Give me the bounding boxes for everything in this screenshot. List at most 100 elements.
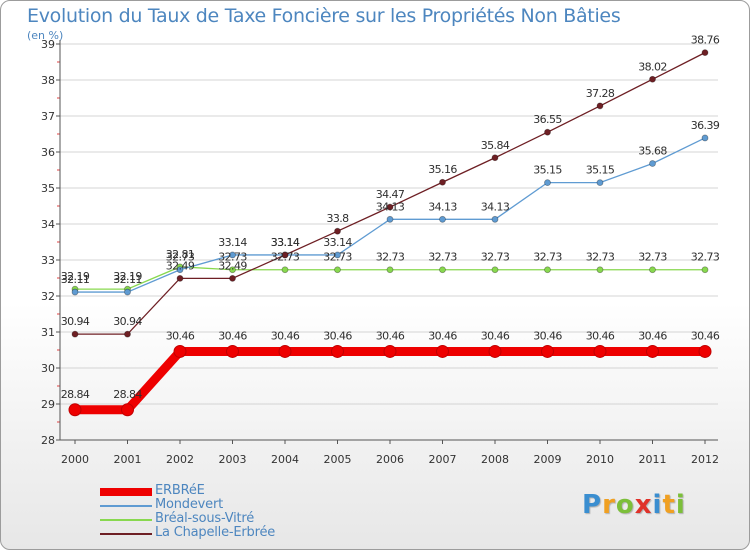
legend-label: La Chapelle-Erbrée — [155, 525, 276, 540]
y-tick-label: 31 — [41, 326, 55, 339]
data-point — [436, 344, 449, 358]
data-label: 30.46 — [271, 329, 300, 342]
data-label: 30.46 — [691, 329, 720, 342]
data-label: 30.46 — [481, 329, 510, 342]
logo-letter: r — [602, 490, 616, 520]
data-label: 38.76 — [691, 34, 720, 47]
data-point — [701, 134, 709, 142]
data-point — [544, 179, 551, 187]
logo-letter: P — [582, 490, 603, 520]
data-label: 32.73 — [218, 251, 247, 264]
data-label: 32.73 — [481, 251, 510, 264]
data-label: 35.68 — [638, 145, 667, 158]
y-tick-label: 35 — [41, 182, 55, 195]
data-label: 38.02 — [638, 60, 667, 73]
data-point — [541, 344, 554, 358]
data-label: 30.46 — [428, 329, 457, 342]
data-point — [229, 251, 236, 259]
data-label: 32.19 — [61, 270, 90, 283]
logo-letter: i — [652, 490, 663, 520]
data-point — [176, 274, 184, 282]
data-label: 32.73 — [428, 251, 457, 264]
x-tick-label: 2012 — [691, 453, 719, 466]
data-point — [71, 288, 79, 296]
data-label: 34.13 — [481, 200, 510, 213]
y-tick-label: 38 — [41, 74, 55, 87]
data-label: 28.84 — [61, 388, 90, 401]
data-point — [439, 178, 446, 186]
data-label: 30.94 — [113, 315, 142, 328]
data-label: 32.73 — [638, 251, 667, 264]
chart-title: Evolution du Taux de Taxe Foncière sur l… — [27, 5, 621, 27]
data-label: 30.46 — [586, 329, 615, 342]
data-label: 30.46 — [323, 329, 352, 342]
data-label: 32.49 — [218, 259, 247, 272]
data-point — [68, 403, 82, 417]
x-tick-label: 2009 — [534, 453, 562, 466]
data-point — [386, 266, 394, 274]
data-point — [649, 160, 656, 167]
legend-swatch — [100, 519, 152, 521]
data-point — [649, 266, 656, 274]
logo-letter: x — [634, 490, 653, 520]
data-point — [71, 330, 79, 338]
x-tick-label: 2011 — [639, 453, 667, 466]
data-point — [229, 266, 236, 274]
data-point — [596, 102, 604, 110]
data-point — [544, 266, 551, 274]
data-label: 32.73 — [166, 251, 195, 264]
y-tick-label: 32 — [41, 290, 55, 303]
legend-label: Bréal-sous-Vitré — [155, 511, 255, 526]
y-tick-label: 36 — [41, 146, 55, 159]
data-label: 32.73 — [271, 251, 300, 264]
y-tick-label: 39 — [41, 38, 55, 51]
y-tick-label: 28 — [41, 434, 55, 447]
x-tick-label: 2006 — [376, 453, 404, 466]
data-label: 32.73 — [691, 251, 720, 264]
data-point — [649, 75, 656, 83]
logo-letter: o — [615, 490, 635, 520]
data-point — [701, 49, 709, 57]
data-label: 30.46 — [638, 329, 667, 342]
data-label: 32.19 — [113, 270, 142, 283]
legend-swatch — [100, 505, 152, 507]
x-tick-label: 2001 — [114, 453, 142, 466]
data-point — [334, 251, 341, 259]
data-label: 36.55 — [533, 113, 562, 126]
logo-letter: i — [675, 490, 686, 520]
data-point — [491, 266, 499, 274]
data-label: 32.81 — [166, 248, 195, 261]
x-tick-label: 2007 — [429, 453, 457, 466]
data-point — [386, 203, 394, 211]
y-tick-label: 29 — [41, 398, 55, 411]
legend-label: Mondevert — [155, 497, 223, 512]
data-point — [176, 266, 184, 274]
data-label: 30.46 — [376, 329, 405, 342]
data-label: 35.84 — [481, 139, 510, 152]
data-point — [334, 266, 341, 274]
data-label: 32.73 — [323, 251, 352, 264]
data-label: 33.8 — [326, 212, 349, 225]
data-point — [698, 344, 712, 358]
data-label: 34.47 — [376, 188, 405, 201]
y-tick-label: 37 — [41, 110, 55, 123]
x-tick-label: 2003 — [219, 453, 247, 466]
data-point — [331, 344, 344, 358]
data-label: 34.13 — [428, 200, 457, 213]
data-label: 33.14 — [323, 236, 352, 249]
data-point — [121, 403, 134, 417]
data-label: 35.15 — [533, 164, 562, 177]
data-point — [386, 215, 394, 223]
data-label: 32.11 — [61, 273, 90, 286]
y-tick-label: 30 — [41, 362, 55, 375]
data-label: 32.49 — [166, 259, 195, 272]
data-label: 30.46 — [533, 329, 562, 342]
data-label: 34.13 — [376, 200, 405, 213]
data-label: 30.94 — [61, 315, 90, 328]
data-label: 35.15 — [586, 164, 615, 177]
data-point — [544, 128, 551, 136]
legend-label: ERBRéE — [155, 483, 205, 498]
data-point — [491, 215, 499, 223]
